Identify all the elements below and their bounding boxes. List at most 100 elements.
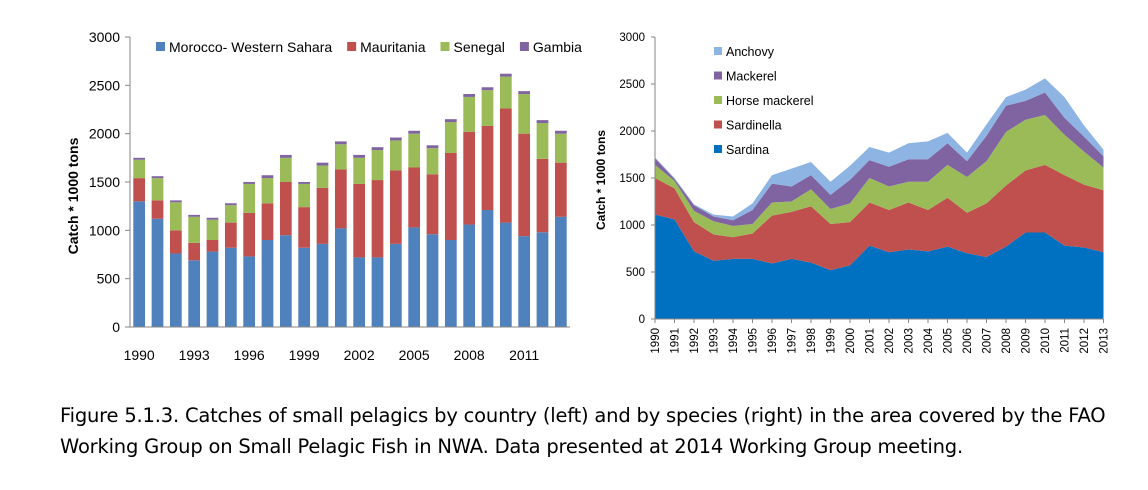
bar-segment bbox=[426, 234, 439, 327]
bar-segment bbox=[243, 256, 256, 327]
bar-segment bbox=[261, 240, 274, 327]
bar-segment bbox=[133, 201, 146, 327]
axes: 0 500 1000 1500 2000 2500 3000 1990 1991 1992 1993… bbox=[619, 32, 1110, 354]
bar-segment bbox=[133, 159, 146, 179]
y-tick-label: 1500 bbox=[89, 174, 120, 190]
figure-caption: Figure 5.1.3. Catches of small pelagics … bbox=[60, 400, 1130, 462]
bar-segment bbox=[389, 140, 402, 171]
x-tick-label: 1992 bbox=[689, 328, 701, 354]
bar-segment bbox=[206, 219, 219, 240]
bar-segment bbox=[554, 162, 567, 217]
bar-segment bbox=[408, 167, 421, 228]
legend-label: Sardina bbox=[726, 143, 769, 157]
bar-segment bbox=[536, 232, 549, 327]
x-tick-label: 2000 bbox=[845, 328, 857, 354]
x-tick-label: 1998 bbox=[806, 328, 818, 354]
area-series bbox=[655, 78, 1104, 221]
legend-label: Gambia bbox=[533, 39, 582, 55]
bar-segment bbox=[444, 240, 457, 327]
x-tick-label: 2005 bbox=[399, 347, 430, 363]
x-tick-label: 1993 bbox=[179, 347, 210, 363]
bar-segment bbox=[426, 145, 439, 149]
x-tick-label: 2003 bbox=[904, 328, 916, 354]
x-tick-label: 2001 bbox=[865, 328, 877, 354]
y-tick-label: 1000 bbox=[619, 220, 645, 232]
bar-segment bbox=[408, 227, 421, 327]
y-axis-label: Catch * 1000 tons bbox=[594, 130, 608, 230]
bar-segment bbox=[481, 87, 494, 91]
bar-segment bbox=[224, 247, 237, 327]
bar-segment bbox=[371, 180, 384, 258]
bar-segment bbox=[499, 222, 512, 327]
bar-segment bbox=[188, 260, 201, 327]
bar-segment bbox=[518, 236, 531, 327]
x-tick-label: 1993 bbox=[709, 328, 721, 354]
y-tick-label: 0 bbox=[639, 314, 645, 326]
x-tick-label: 2009 bbox=[1021, 328, 1033, 354]
bar-segment bbox=[334, 141, 347, 145]
x-tick-label: 2008 bbox=[454, 347, 485, 363]
bar-segment bbox=[353, 183, 366, 258]
caption-line-2: Working Group on Small Pelagic Fish in N… bbox=[60, 435, 963, 458]
x-tick-label: 2010 bbox=[1040, 328, 1052, 354]
y-tick-label: 3000 bbox=[89, 29, 120, 45]
bar-segment bbox=[408, 133, 421, 168]
caption-line-1: Figure 5.1.3. Catches of small pelagics … bbox=[60, 404, 1106, 427]
bar-segment bbox=[536, 123, 549, 159]
bar-segment bbox=[243, 183, 256, 213]
bar-segment bbox=[298, 247, 311, 327]
bar-segment bbox=[499, 73, 512, 77]
bar-segment bbox=[298, 182, 311, 184]
bar-segment bbox=[133, 178, 146, 202]
bar-segment bbox=[316, 187, 329, 244]
legend-swatch bbox=[714, 145, 722, 153]
bar-segment bbox=[243, 182, 256, 184]
x-tick-label: 2008 bbox=[1001, 328, 1013, 354]
legend-label: Horse mackerel bbox=[726, 94, 814, 108]
x-tick-label: 1999 bbox=[289, 347, 320, 363]
bar-segment bbox=[206, 251, 219, 327]
x-tick-label: 2011 bbox=[509, 347, 539, 363]
legend-swatch bbox=[714, 96, 722, 104]
bar-segment bbox=[518, 91, 531, 95]
bar-segment bbox=[444, 153, 457, 240]
bar-segment bbox=[206, 240, 219, 252]
bar-segment bbox=[316, 162, 329, 166]
y-axis-label: Catch * 1000 tons bbox=[65, 137, 81, 254]
bar-segment bbox=[188, 214, 201, 217]
bar-segment bbox=[536, 120, 549, 124]
x-tick-label: 1991 bbox=[670, 328, 682, 354]
bar-segment bbox=[224, 203, 237, 206]
bar-segment bbox=[334, 228, 347, 327]
area-series bbox=[655, 92, 1104, 226]
bar-segment bbox=[243, 212, 256, 257]
bar-segment bbox=[426, 148, 439, 175]
bar-segment bbox=[353, 154, 366, 158]
legend-label: Mauritania bbox=[360, 39, 426, 55]
bar-segment bbox=[353, 257, 366, 327]
legend-label: Mackerel bbox=[726, 70, 777, 84]
bar-segment bbox=[463, 224, 476, 327]
bar-segment bbox=[389, 170, 402, 244]
area-series bbox=[655, 214, 1104, 319]
bar-segment bbox=[279, 182, 292, 236]
bar-segment bbox=[463, 131, 476, 225]
axes: 0 500 1000 1500 2000 2500 3000 1990 1993 1996 1999… bbox=[89, 29, 570, 363]
y-tick-label: 2500 bbox=[89, 77, 120, 93]
bar-segment bbox=[188, 242, 201, 261]
bar-segment bbox=[334, 144, 347, 170]
bar-segment bbox=[353, 157, 366, 184]
bar-segment bbox=[499, 76, 512, 109]
bar-segment bbox=[151, 200, 164, 219]
bar-segment bbox=[279, 235, 292, 327]
bar-segment bbox=[463, 96, 476, 132]
bar-segment bbox=[316, 243, 329, 327]
bar-segment bbox=[371, 150, 384, 181]
x-tick-label: 2006 bbox=[962, 328, 974, 354]
x-tick-label: 1995 bbox=[748, 328, 760, 354]
species-area-chart: 0 500 1000 1500 2000 2500 3000 1990 1991 1992 1993… bbox=[594, 32, 1111, 354]
x-tick-label: 2012 bbox=[1079, 328, 1091, 354]
legend-swatch bbox=[347, 42, 357, 51]
bar-segment bbox=[224, 205, 237, 223]
bar-segment bbox=[444, 119, 457, 123]
